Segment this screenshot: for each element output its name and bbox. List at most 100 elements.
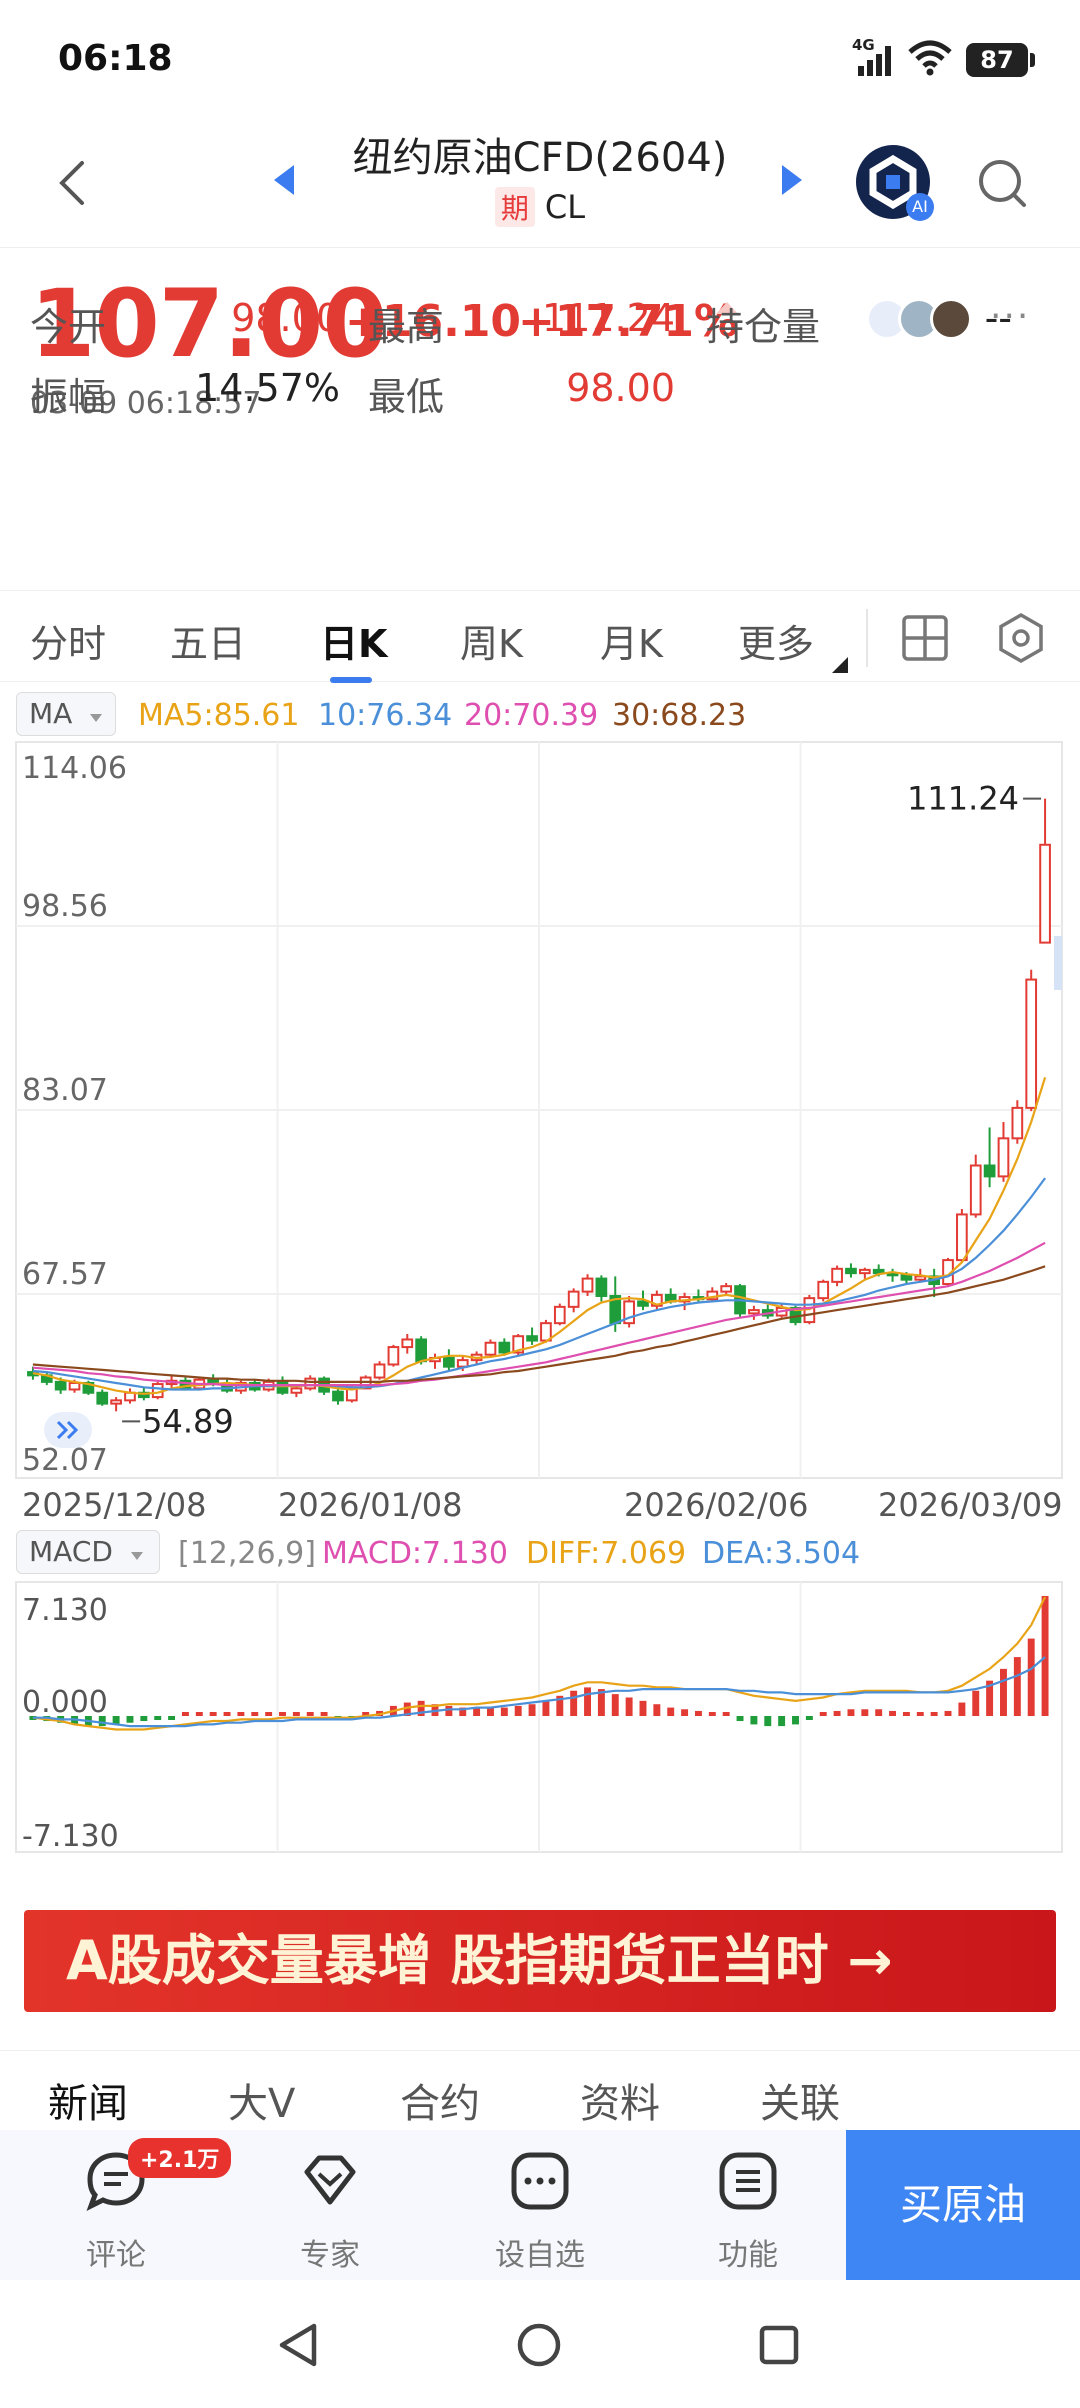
nav-bar: 纽约原油CFD(2604) 期 CL AI [0, 115, 1080, 248]
back-triangle-icon[interactable] [276, 2322, 320, 2368]
candle-body [304, 1377, 317, 1390]
candle-body [290, 1387, 303, 1394]
macd-params: [12,26,9] [178, 1536, 316, 1571]
date-axis: 2025/12/08 2026/01/08 2026/02/06 2026/03… [0, 1480, 1080, 1524]
grid-layout-icon[interactable] [900, 613, 950, 663]
expert-button[interactable]: 专家 [270, 2150, 390, 2274]
tab-big-v[interactable]: 大V [228, 2081, 296, 2127]
home-circle-icon[interactable] [516, 2322, 562, 2368]
battery-icon: 87 [966, 43, 1035, 77]
macd-bar [1041, 1596, 1049, 1716]
macd-bar [265, 1712, 273, 1716]
candle-body [623, 1300, 635, 1325]
macd-line [32, 1596, 1047, 1731]
tab-related[interactable]: 关联 [760, 2081, 840, 2127]
macd-bar [875, 1709, 883, 1716]
macd-bar [140, 1716, 148, 1722]
quote-timestamp: 03-09 06:18:57 [30, 386, 262, 421]
macd-bar [500, 1707, 508, 1716]
candle-body [956, 1213, 968, 1262]
macd-bar [764, 1716, 772, 1727]
macd-bar [459, 1707, 467, 1716]
macd-bar [556, 1695, 564, 1716]
candle-body [595, 1277, 608, 1297]
stat-value: 98.00 [566, 366, 675, 410]
macd-bar [417, 1700, 425, 1716]
tab-profile[interactable]: 资料 [580, 2081, 660, 2127]
macd-bar [653, 1704, 661, 1716]
y-tick-label: 98.56 [22, 889, 108, 924]
macd-bar [542, 1700, 550, 1716]
tab-five-day[interactable]: 五日 [170, 622, 247, 666]
active-tab-indicator [330, 677, 372, 683]
macd-bar [1027, 1638, 1035, 1716]
function-button[interactable]: 功能 [688, 2150, 808, 2274]
candle-body [512, 1335, 525, 1354]
macd-bar [1013, 1657, 1021, 1716]
kline-chart[interactable]: 114.06 98.56 83.07 67.57 52.07 111.24 54.89 [0, 740, 1080, 1480]
x-tick-label: 2026/01/08 [278, 1486, 463, 1524]
candle-body [415, 1338, 428, 1363]
wifi-icon [908, 40, 952, 80]
macd-value: MACD:7.130 [322, 1536, 508, 1571]
expert-label: 专家 [300, 2238, 360, 2273]
candle-body [567, 1290, 580, 1308]
more-icon[interactable]: ··· [990, 296, 1031, 337]
social-avatars[interactable] [866, 298, 972, 340]
comment-count-badge: +2.1万 [128, 2138, 232, 2178]
ma-indicator-row: MA MA5:85.61 10:76.34 20:70.39 30:68.23 [0, 690, 1080, 742]
candle-body [401, 1338, 414, 1349]
macd-bar [639, 1700, 647, 1716]
ma-selector[interactable]: MA [16, 692, 116, 736]
tab-news[interactable]: 新闻 [48, 2081, 128, 2127]
macd-bar [861, 1709, 869, 1716]
stat-value: 98.00 [231, 296, 340, 340]
x-tick-label: 2026/03/09 [878, 1486, 1063, 1524]
stat-value: 111.24 [542, 296, 675, 340]
y-tick-label: 7.130 [22, 1593, 108, 1628]
ma-line [32, 1241, 1046, 1387]
promo-banner[interactable]: A股成交量暴增 股指期货正当时 → [24, 1910, 1056, 2012]
macd-bar [708, 1712, 716, 1716]
candle-body [983, 1164, 996, 1178]
macd-bar [473, 1707, 481, 1716]
macd-selector[interactable]: MACD [16, 1530, 160, 1574]
candle-body [831, 1267, 843, 1283]
macd-bar [195, 1712, 203, 1716]
tab-monthly-k[interactable]: 月K [600, 622, 663, 666]
recents-square-icon[interactable] [758, 2324, 800, 2366]
macd-bar [403, 1702, 411, 1716]
tab-contract[interactable]: 合约 [400, 2081, 480, 2127]
candle-body [443, 1356, 455, 1368]
add-watchlist-button[interactable]: 设自选 [480, 2150, 600, 2274]
tab-more[interactable]: 更多 [738, 622, 815, 666]
tab-daily-k[interactable]: 日K [320, 622, 388, 666]
macd-bar [584, 1687, 591, 1716]
macd-bar [528, 1704, 536, 1716]
macd-bar [750, 1716, 758, 1725]
tab-weekly-k[interactable]: 周K [460, 622, 523, 666]
candle-body [858, 1268, 871, 1275]
news-tabs: 新闻 大V 合约 资料 关联 [0, 2050, 1080, 2130]
candle-body [1025, 978, 1038, 1109]
macd-bar [986, 1680, 994, 1716]
caret-down-icon [130, 1552, 143, 1560]
macd-bar [902, 1712, 910, 1716]
candle-body [845, 1267, 857, 1275]
next-contract-button[interactable] [780, 163, 804, 201]
candle-body [68, 1381, 81, 1391]
settings-icon[interactable] [994, 611, 1048, 665]
comment-label: 评论 [86, 2238, 146, 2273]
macd-selector-label: MACD [29, 1535, 113, 1568]
macd-bar [667, 1707, 675, 1716]
buy-oil-button[interactable]: 买原油 [846, 2130, 1080, 2280]
tab-intraday[interactable]: 分时 [30, 622, 107, 666]
ai-assistant-button[interactable]: AI [856, 145, 934, 221]
macd-chart[interactable]: 7.130 0.000 -7.130 [0, 1580, 1080, 1860]
macd-bar [223, 1712, 231, 1716]
y-tick-label: 0.000 [22, 1685, 108, 1720]
prev-contract-button[interactable] [272, 163, 296, 201]
back-button[interactable] [48, 153, 98, 213]
search-button[interactable] [974, 155, 1030, 211]
candle-body [997, 1137, 1010, 1178]
